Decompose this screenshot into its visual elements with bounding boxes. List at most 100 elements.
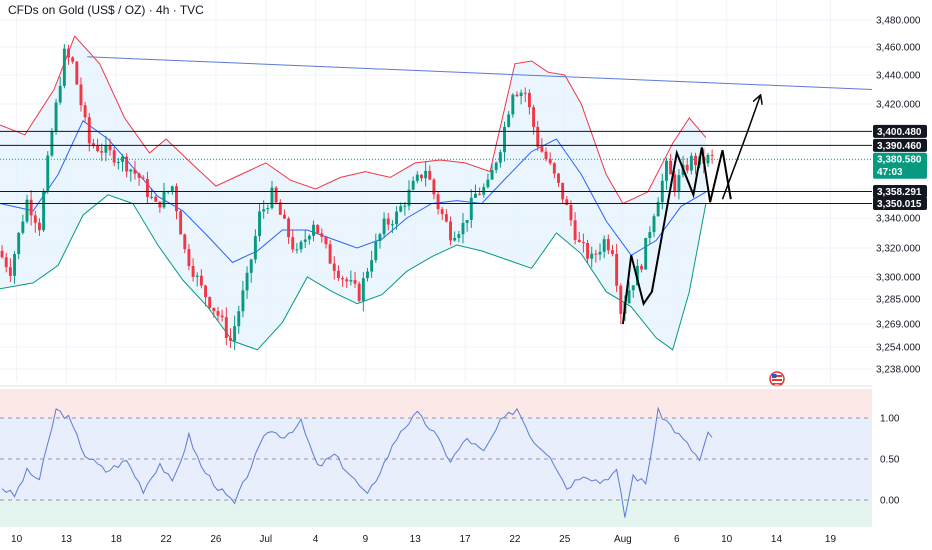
candle <box>75 60 79 85</box>
candle <box>378 232 382 249</box>
time-tick-label: 19 <box>825 534 837 545</box>
candle <box>420 174 423 182</box>
candle <box>220 309 224 322</box>
candle <box>349 270 353 286</box>
time-axis[interactable]: 10 13 18 22 26 Jul 4 9 13 17 22 25 Aug 6 10 14 19 <box>11 534 836 545</box>
candle <box>357 281 361 303</box>
candle <box>62 44 66 89</box>
candle <box>229 328 232 349</box>
candle <box>33 210 37 233</box>
candle <box>21 214 25 235</box>
horizontal-levels[interactable] <box>0 130 872 204</box>
candle <box>523 87 527 103</box>
candle <box>399 202 403 213</box>
candle <box>395 206 399 230</box>
candle <box>216 306 220 322</box>
time-tick-label: 18 <box>111 534 123 545</box>
candle <box>374 233 378 263</box>
price-axis[interactable]: 3,480.000 3,460.000 3,440.000 3,420.000 3,40… <box>873 16 927 376</box>
indicator-tick-label: 0.00 <box>880 496 900 507</box>
price-pane[interactable] <box>0 0 873 387</box>
candle <box>104 135 108 162</box>
candle <box>241 280 245 318</box>
candle <box>710 149 714 164</box>
candle <box>627 281 631 305</box>
candle <box>154 195 158 202</box>
candle <box>594 249 598 263</box>
candle <box>552 162 556 179</box>
candle <box>602 235 606 259</box>
time-tick-label: 26 <box>210 534 222 545</box>
candle <box>125 153 129 178</box>
candle <box>557 172 560 187</box>
indicator-tick-label: 1.00 <box>880 414 900 425</box>
candle <box>54 98 58 135</box>
level-price-tag: 3,400.480 <box>873 124 927 138</box>
bollinger-lower-band <box>0 194 707 351</box>
candle <box>382 212 386 238</box>
price-tick-label: 3,285.000 <box>876 295 921 306</box>
price-tick-label: 3,300.000 <box>876 273 921 284</box>
candle <box>411 176 415 191</box>
indicator-line <box>1 406 713 518</box>
candle <box>532 104 536 135</box>
candle <box>482 183 486 198</box>
candle <box>83 101 87 122</box>
candle <box>424 161 428 187</box>
time-tick-label: 10 <box>11 534 23 545</box>
candle <box>507 110 511 128</box>
candle <box>519 89 523 105</box>
candle <box>440 206 444 221</box>
candle <box>29 190 33 226</box>
candle <box>17 232 21 260</box>
level-price-tag: 3,358.291 <box>873 184 927 198</box>
candle <box>453 231 457 242</box>
candle <box>129 168 133 182</box>
candle <box>577 231 581 243</box>
us-economic-event-icon[interactable] <box>769 371 785 387</box>
candle <box>673 170 677 197</box>
price-tick-label: 3,480.000 <box>876 16 921 27</box>
candle <box>253 229 257 264</box>
candle <box>141 175 145 180</box>
candle <box>287 216 291 245</box>
candle <box>569 200 573 227</box>
candle <box>145 171 149 204</box>
candle <box>457 230 461 243</box>
projection-arrow[interactable] <box>721 97 760 200</box>
candle <box>444 209 448 223</box>
candle <box>586 239 590 263</box>
candle <box>116 158 120 170</box>
candle <box>685 158 689 174</box>
candle <box>332 256 336 280</box>
candle <box>224 307 228 346</box>
candle <box>336 265 340 281</box>
candle <box>366 267 369 282</box>
candle <box>677 169 681 200</box>
candle <box>25 194 29 224</box>
candle <box>312 220 315 242</box>
bollinger-basis-line <box>0 120 707 264</box>
price-tick-label: 3,320.000 <box>876 244 921 255</box>
candle <box>108 138 112 156</box>
price-tick-label: 3,340.000 <box>876 214 921 225</box>
candle <box>204 284 207 307</box>
descending-trendline[interactable] <box>87 56 873 90</box>
time-tick-label: 13 <box>61 534 73 545</box>
indicator-pane[interactable]: 1.00 0.50 0.00 <box>0 389 900 527</box>
time-tick-label: 25 <box>559 534 571 545</box>
candle <box>270 181 274 210</box>
zigzag-drawing[interactable] <box>621 147 732 325</box>
candle <box>665 157 668 190</box>
candle <box>386 212 390 231</box>
bar-countdown: 47:03 <box>877 167 903 178</box>
time-tick-label: 6 <box>674 534 680 545</box>
candle <box>303 230 307 248</box>
candle <box>706 152 710 167</box>
candle <box>590 246 594 268</box>
candle <box>170 185 174 195</box>
candle <box>58 76 62 105</box>
bollinger-band-fill <box>0 36 706 350</box>
candle <box>324 235 328 249</box>
